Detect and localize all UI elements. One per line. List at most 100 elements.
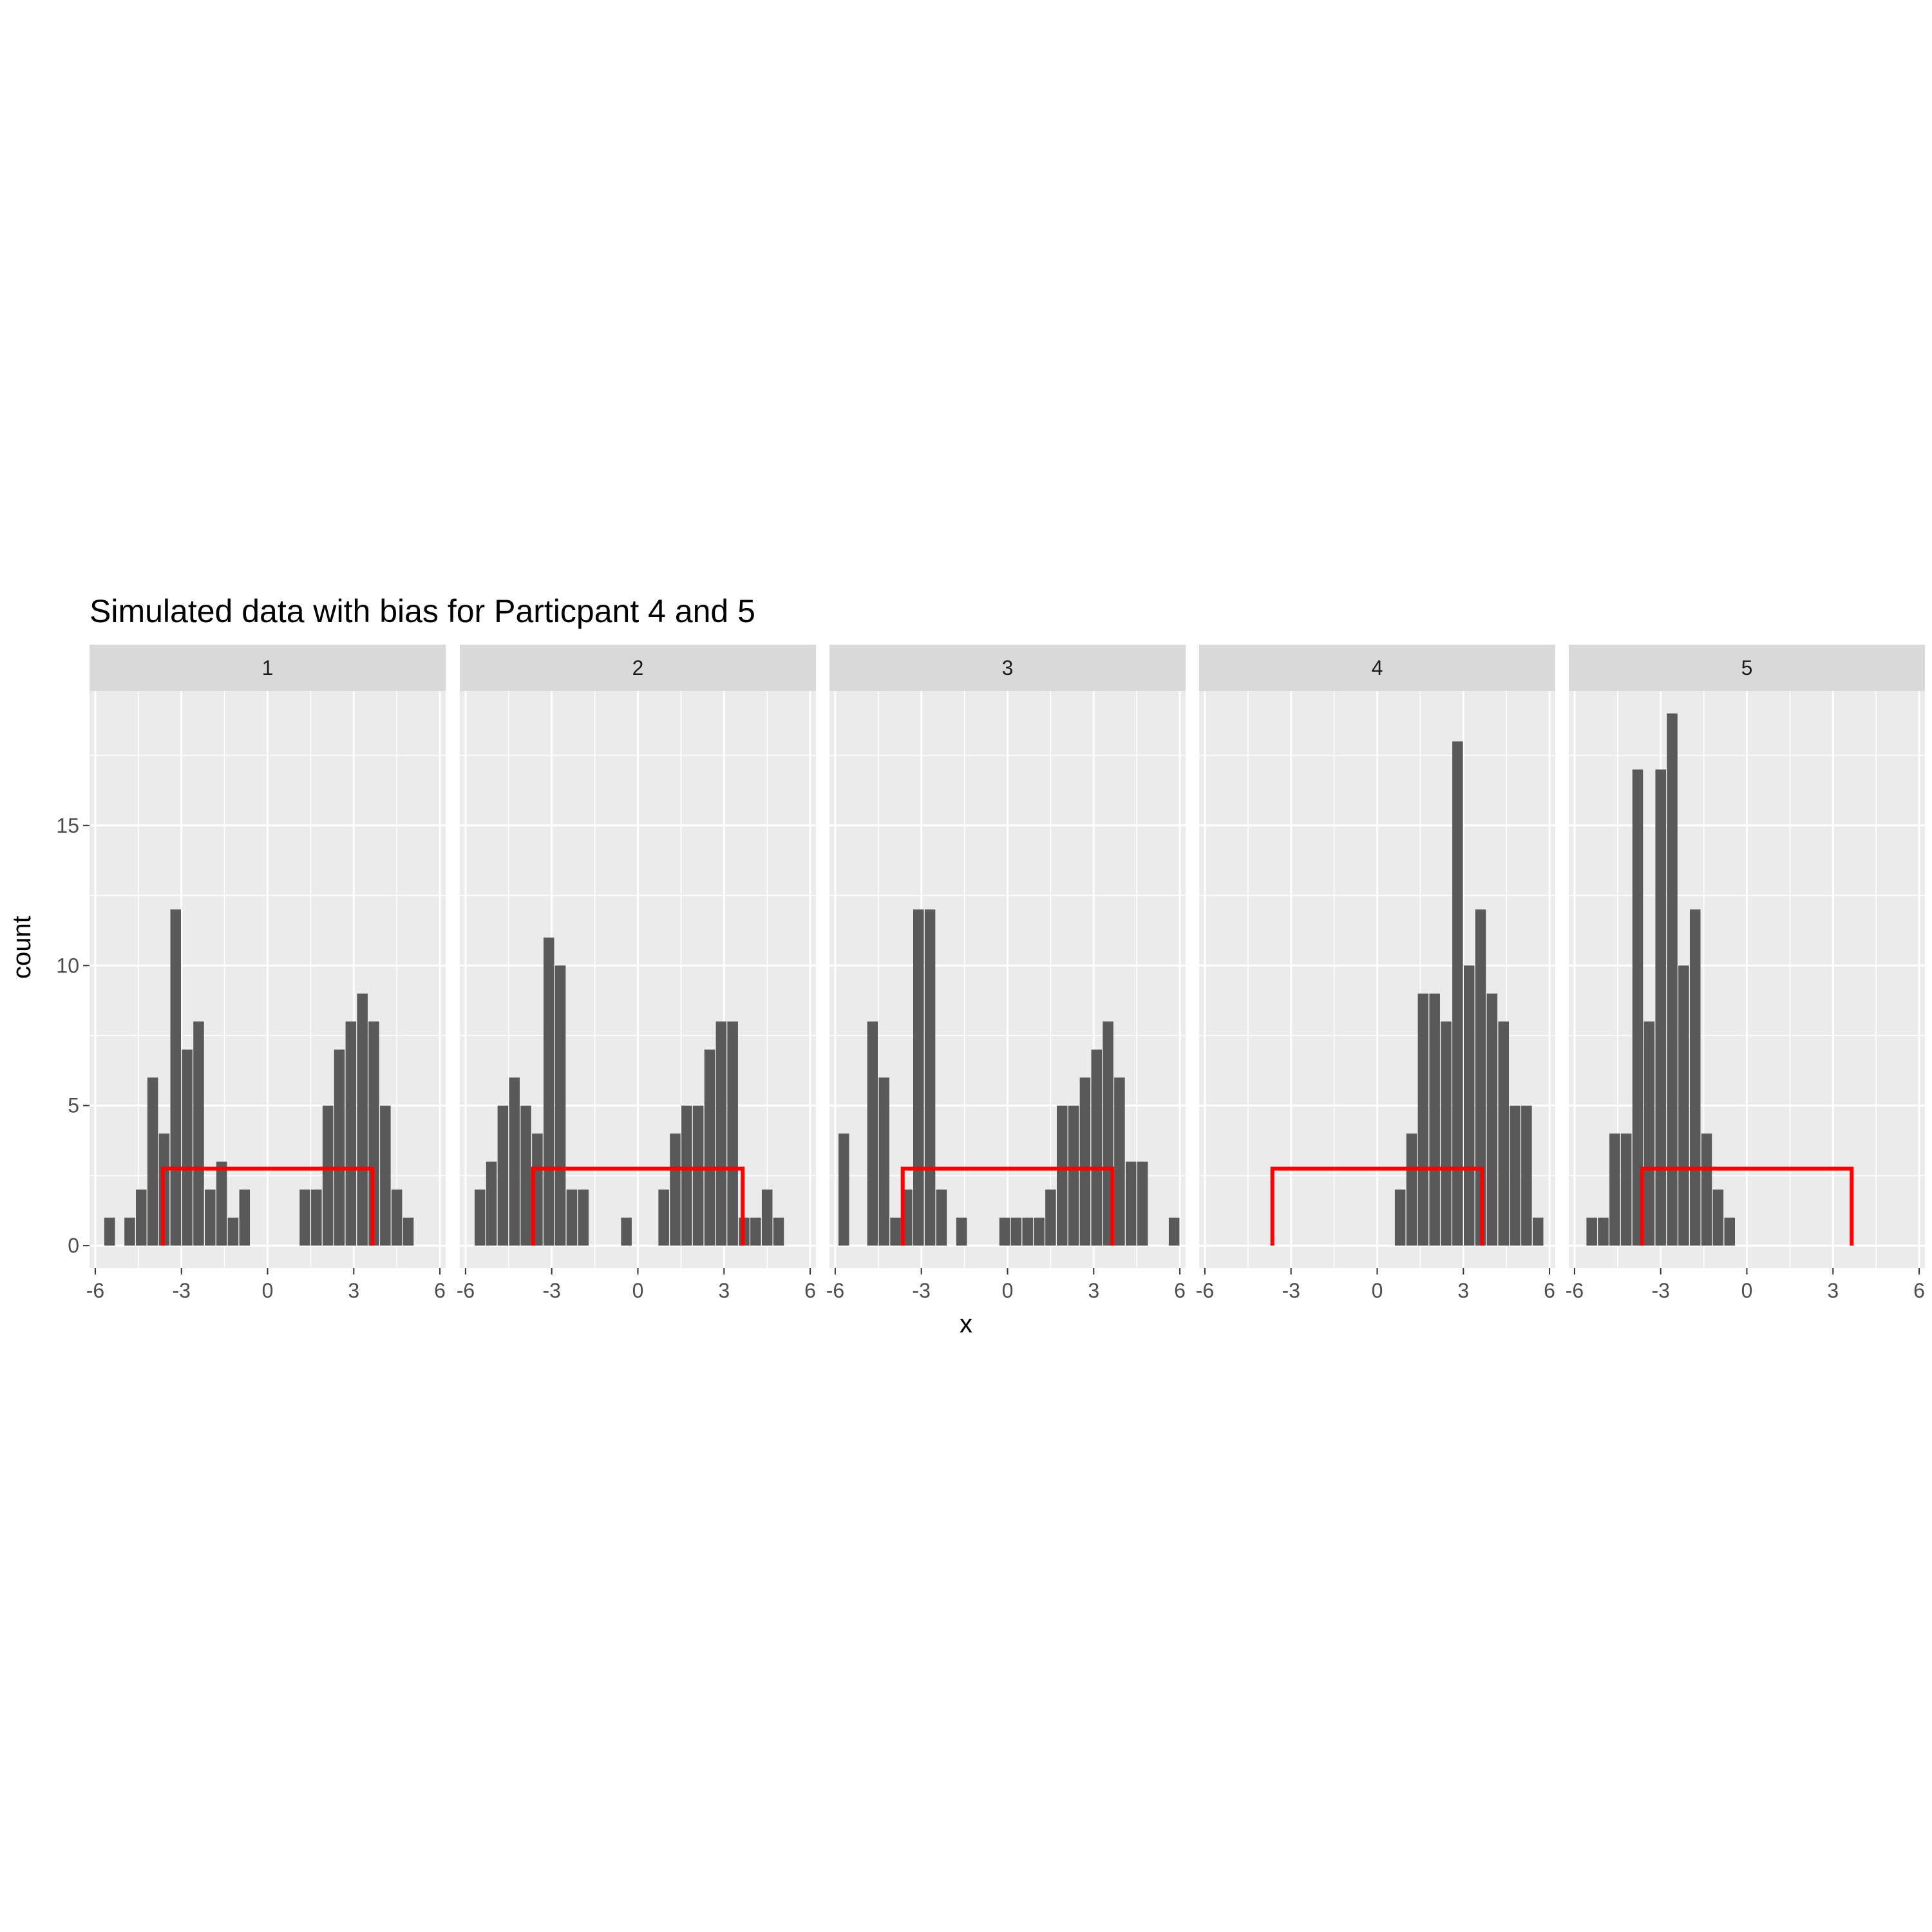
histogram-bar xyxy=(1114,1077,1125,1246)
histogram-bar xyxy=(182,1049,193,1246)
histogram-bar xyxy=(1486,993,1498,1246)
histogram-bar xyxy=(474,1189,486,1246)
x-tick-label: 3 xyxy=(348,1279,359,1302)
histogram-bar xyxy=(334,1049,345,1246)
x-tick-label: 6 xyxy=(1913,1279,1925,1302)
histogram-bar xyxy=(380,1105,391,1246)
histogram-bar xyxy=(692,1105,704,1246)
histogram-bar xyxy=(1056,1105,1068,1246)
interval-bracket xyxy=(900,1166,1115,1246)
histogram-bar xyxy=(838,1133,849,1246)
histogram-bar xyxy=(1689,909,1701,1246)
x-tick-label: -6 xyxy=(86,1279,104,1302)
histogram-bar xyxy=(193,1021,204,1246)
histogram-bar xyxy=(1429,993,1440,1246)
histogram-bar xyxy=(391,1189,402,1246)
facet-strip-label: 1 xyxy=(90,645,446,691)
histogram-bar xyxy=(311,1189,322,1246)
facet-strip-label: 5 xyxy=(1569,645,1925,691)
histogram-bar xyxy=(227,1217,239,1246)
x-tick-label: 3 xyxy=(718,1279,730,1302)
interval-bracket xyxy=(160,1166,375,1246)
histogram-bar xyxy=(1655,769,1666,1246)
histogram-bar xyxy=(1394,1189,1406,1246)
histogram-bar xyxy=(1045,1189,1056,1246)
histogram-bar xyxy=(486,1161,497,1246)
histogram-bar xyxy=(554,965,566,1246)
histogram-bar xyxy=(658,1189,669,1246)
histogram-bar xyxy=(1586,1217,1597,1246)
histogram-bar xyxy=(704,1049,715,1246)
histogram-bar xyxy=(1510,1105,1520,1246)
histogram-bar xyxy=(124,1217,135,1246)
histogram-bar xyxy=(216,1161,227,1246)
histogram-bar xyxy=(761,1189,773,1246)
histogram-bar xyxy=(1521,1105,1532,1246)
y-tick-label: 0 xyxy=(68,1234,79,1257)
x-tick-label: 6 xyxy=(1544,1279,1555,1302)
y-tick-label: 5 xyxy=(68,1094,79,1117)
chart-title: Simulated data with bias for Particpant … xyxy=(90,593,755,629)
histogram-bar xyxy=(715,1021,727,1246)
histogram-bar xyxy=(239,1189,251,1246)
histogram-bar xyxy=(670,1133,681,1246)
x-tick-label: 3 xyxy=(1088,1279,1099,1302)
x-tick-label: 6 xyxy=(434,1279,446,1302)
histogram-bar xyxy=(621,1217,632,1246)
histogram-bar xyxy=(1598,1217,1609,1246)
histogram-bar xyxy=(750,1217,761,1246)
x-tick-label: 6 xyxy=(1174,1279,1186,1302)
histogram-bar xyxy=(1475,909,1486,1246)
interval-bracket xyxy=(1270,1166,1484,1246)
histogram-bar xyxy=(136,1189,147,1246)
histogram-bar xyxy=(1609,1133,1620,1246)
histogram-bar xyxy=(147,1077,158,1246)
histogram-bar xyxy=(345,1021,357,1246)
histogram-bar xyxy=(1091,1049,1103,1246)
histogram-bar xyxy=(1678,965,1689,1246)
facet-strip-label: 2 xyxy=(460,645,816,691)
histogram-bar xyxy=(299,1189,310,1246)
histogram-bar xyxy=(727,1021,738,1246)
facet-strip-label: 3 xyxy=(829,645,1186,691)
x-axis-title: x xyxy=(960,1310,972,1338)
histogram-bar xyxy=(357,993,368,1246)
x-tick-label: -3 xyxy=(542,1279,560,1302)
histogram-bar xyxy=(497,1105,509,1246)
histogram-bar xyxy=(322,1105,334,1246)
histogram-bar xyxy=(1724,1217,1735,1246)
histogram-bar xyxy=(402,1217,414,1246)
histogram-bar xyxy=(205,1189,216,1246)
histogram-bar xyxy=(1701,1133,1712,1246)
interval-bracket xyxy=(1640,1166,1854,1246)
histogram-bar xyxy=(1441,1021,1452,1246)
histogram-bar xyxy=(773,1217,784,1246)
x-tick-label: -3 xyxy=(912,1279,930,1302)
histogram-bar xyxy=(890,1217,901,1246)
histogram-bar xyxy=(1168,1217,1180,1246)
y-tick-label: 10 xyxy=(56,954,79,977)
histogram-bar xyxy=(1498,1021,1509,1246)
x-tick-label: -3 xyxy=(1282,1279,1300,1302)
x-tick-label: -6 xyxy=(1196,1279,1214,1302)
histogram-bar xyxy=(681,1105,692,1246)
histogram-bar xyxy=(936,1189,947,1246)
x-tick-label: 6 xyxy=(804,1279,816,1302)
histogram-bar xyxy=(104,1217,115,1246)
x-tick-label: 0 xyxy=(632,1279,644,1302)
histogram-bar xyxy=(1532,1217,1544,1246)
histogram-bar xyxy=(1643,1021,1655,1246)
histogram-bar xyxy=(1712,1189,1724,1246)
y-tick-label: 15 xyxy=(56,814,79,837)
histogram-bar xyxy=(1034,1217,1045,1246)
histogram-bar xyxy=(999,1217,1010,1246)
histogram-bar xyxy=(578,1189,589,1246)
histogram-bar xyxy=(543,937,554,1246)
histogram-bar xyxy=(1406,1133,1417,1246)
histogram-bar xyxy=(1022,1217,1033,1246)
histogram-bar xyxy=(1068,1105,1079,1246)
histogram-bar xyxy=(1632,769,1643,1246)
histogram-bar xyxy=(1010,1217,1022,1246)
